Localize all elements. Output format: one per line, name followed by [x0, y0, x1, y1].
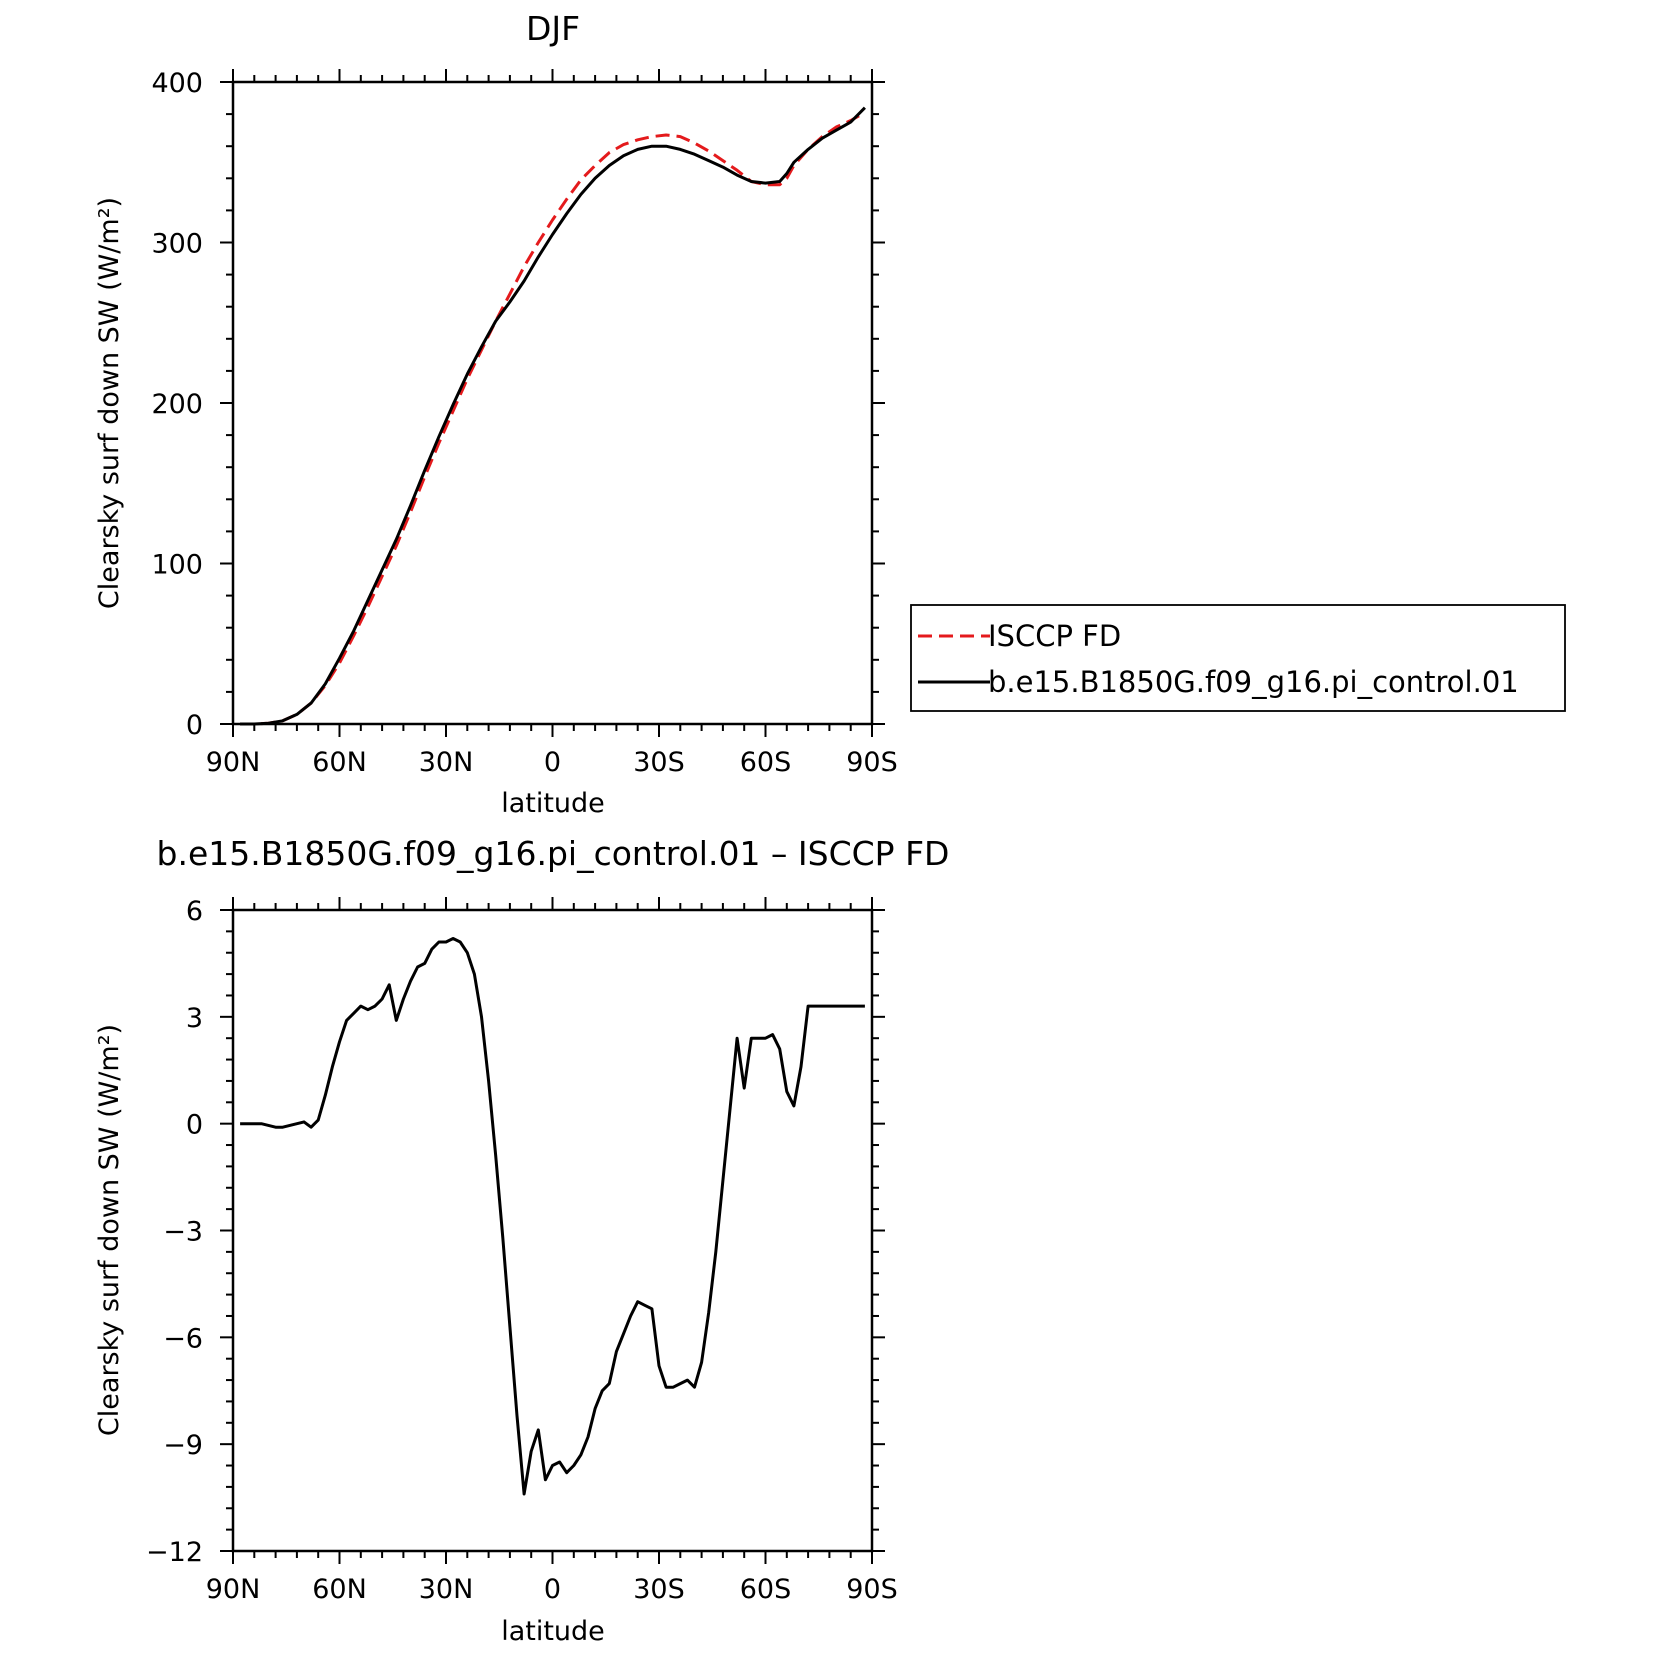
- top-panel-x-tick-labels: 90N 60N 30N 0 30S 60S 90S: [206, 747, 898, 778]
- legend-label-isccp-fd: ISCCP FD: [988, 619, 1121, 653]
- top-panel-y-tick-label: 200: [151, 389, 203, 420]
- top-panel-title: DJF: [526, 9, 580, 48]
- bottom-panel-title: b.e15.B1850G.f09_g16.pi_control.01 – ISC…: [157, 834, 950, 873]
- bottom-panel-series: [240, 937, 865, 1496]
- top-panel-y-tick-label: 0: [186, 710, 203, 741]
- top-panel-series-line-0: [240, 111, 866, 726]
- bottom-panel-x-tick-label: 30S: [633, 1574, 685, 1605]
- bottom-panel-x-tick-label: 90S: [846, 1574, 898, 1605]
- bottom-panel-x-tick-label: 30N: [419, 1574, 474, 1605]
- top-panel-x-tick-label: 30S: [633, 747, 685, 778]
- legend-label-model: b.e15.B1850G.f09_g16.pi_control.01: [988, 665, 1519, 699]
- bottom-panel-x-tick-label: 60N: [312, 1574, 367, 1605]
- bottom-panel-y-tick-label: 0: [186, 1110, 203, 1141]
- top-panel-series: [240, 106, 866, 726]
- top-panel: DJF 0 100 200 300 400 90N 60N 30N 0 30S 60S 90S la…: [94, 9, 898, 819]
- bottom-panel-y-tick-label: −3: [163, 1217, 203, 1248]
- bottom-panel: b.e15.B1850G.f09_g16.pi_control.01 – ISC…: [94, 834, 949, 1647]
- top-panel-x-tick-label: 30N: [419, 747, 474, 778]
- top-panel-x-tick-label: 60S: [740, 747, 792, 778]
- bottom-panel-y-tick-labels: −12 −9 −6 −3 0 3 6: [146, 896, 203, 1568]
- top-panel-series-line-1: [240, 106, 866, 726]
- top-panel-frame: [231, 80, 874, 726]
- top-panel-x-tick-label: 0: [544, 747, 561, 778]
- legend: ISCCP FD b.e15.B1850G.f09_g16.pi_control…: [910, 604, 1566, 712]
- top-panel-y-tick-label: 100: [151, 550, 203, 581]
- top-panel-x-tick-label: 60N: [312, 747, 367, 778]
- top-panel-y-axis-label: Clearsky surf down SW (W/m²): [94, 197, 125, 609]
- bottom-panel-frame: [231, 908, 874, 1553]
- top-panel-ticks: [220, 69, 885, 737]
- bottom-panel-x-tick-labels: 90N 60N 30N 0 30S 60S 90S: [206, 1574, 898, 1605]
- top-panel-x-tick-label: 90N: [206, 747, 261, 778]
- bottom-panel-x-axis-label: latitude: [501, 1616, 605, 1647]
- top-panel-x-tick-label: 90S: [846, 747, 898, 778]
- legend-box: [910, 604, 1566, 712]
- bottom-panel-y-tick-label: 3: [186, 1003, 203, 1034]
- bottom-panel-x-tick-label: 90N: [206, 1574, 261, 1605]
- top-panel-x-axis-label: latitude: [501, 788, 605, 819]
- bottom-panel-x-tick-label: 0: [544, 1574, 561, 1605]
- bottom-panel-y-axis-label: Clearsky surf down SW (W/m²): [94, 1024, 125, 1436]
- bottom-panel-y-tick-label: −12: [146, 1537, 203, 1568]
- bottom-panel-series-line-0: [240, 937, 865, 1496]
- top-panel-y-tick-label: 300: [151, 229, 203, 260]
- top-panel-y-tick-label: 400: [151, 68, 203, 99]
- top-panel-y-tick-labels: 0 100 200 300 400: [151, 68, 203, 741]
- bottom-panel-y-tick-label: 6: [186, 896, 203, 927]
- bottom-panel-x-tick-label: 60S: [740, 1574, 792, 1605]
- bottom-panel-y-tick-label: −9: [163, 1430, 203, 1461]
- bottom-panel-y-tick-label: −6: [163, 1323, 203, 1354]
